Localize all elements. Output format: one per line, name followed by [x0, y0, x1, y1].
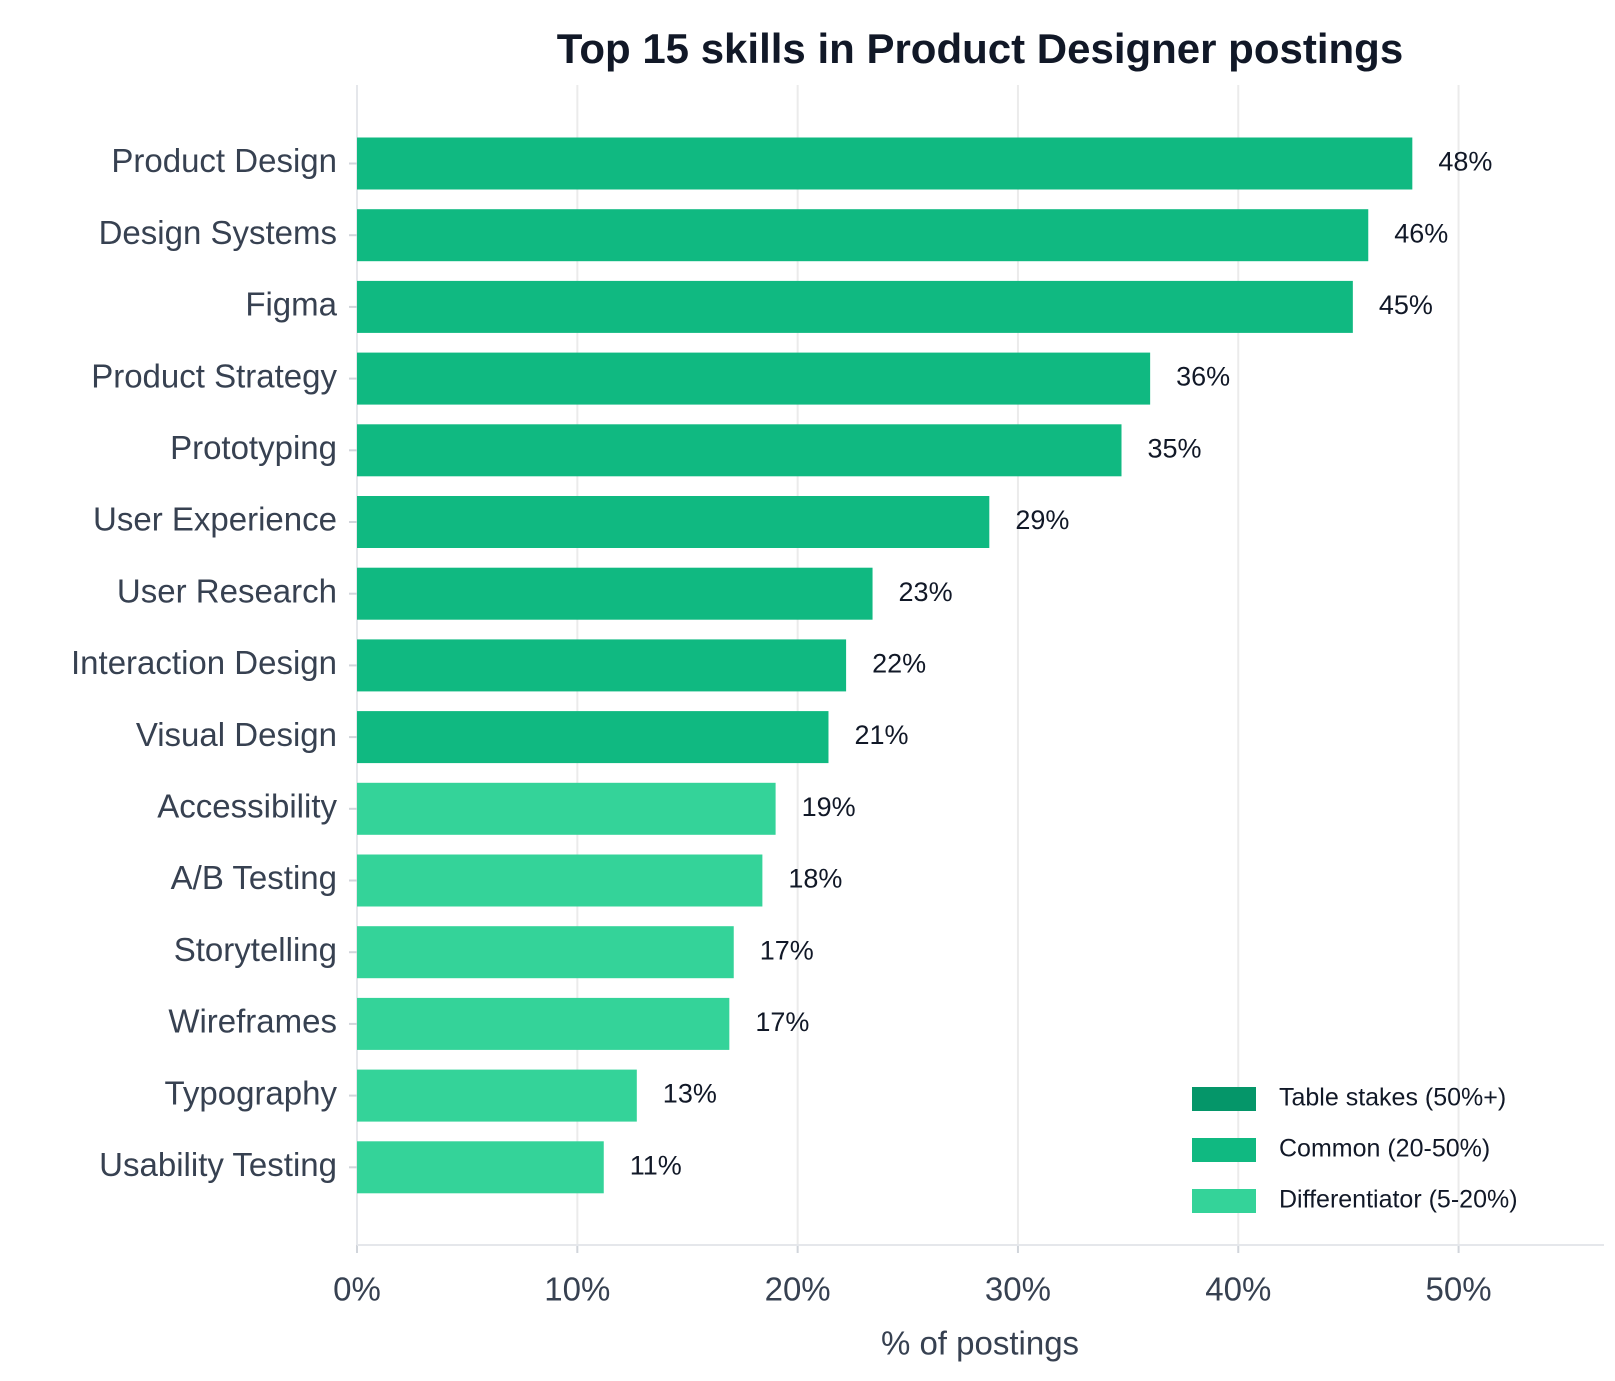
y-tick-label: Product Design — [111, 142, 337, 179]
y-tick-label: User Research — [117, 572, 337, 609]
y-tick-label: User Experience — [93, 501, 337, 538]
y-tick-label: Accessibility — [157, 788, 337, 825]
value-label: 13% — [663, 1079, 717, 1109]
value-label: 29% — [1015, 505, 1069, 535]
x-axis-label: % of postings — [881, 1325, 1079, 1362]
y-tick-label: Storytelling — [174, 931, 337, 968]
legend-label: Common (20-50%) — [1279, 1135, 1490, 1163]
bar — [357, 639, 847, 692]
bar — [357, 711, 829, 764]
x-tick-label: 50% — [1426, 1271, 1492, 1308]
legend-swatch — [1192, 1138, 1256, 1162]
value-label: 22% — [872, 649, 926, 679]
x-tick-label: 40% — [1205, 1271, 1271, 1308]
x-tick-label: 30% — [985, 1271, 1051, 1308]
y-tick-label: A/B Testing — [171, 859, 337, 896]
bar — [357, 567, 873, 620]
y-tick-label: Prototyping — [170, 429, 337, 466]
value-label: 23% — [899, 577, 953, 607]
bar — [357, 854, 763, 907]
bar — [357, 997, 730, 1050]
y-tick-label: Usability Testing — [99, 1146, 337, 1183]
y-tick-label: Visual Design — [136, 716, 337, 753]
bar — [357, 1141, 604, 1194]
y-tick-label: Wireframes — [168, 1003, 337, 1040]
value-label: 36% — [1176, 362, 1230, 392]
x-tick-label: 20% — [765, 1271, 831, 1308]
y-tick-label: Figma — [245, 286, 337, 323]
y-tick-label: Interaction Design — [71, 644, 337, 681]
bar — [357, 1069, 637, 1122]
legend-label: Differentiator (5-20%) — [1279, 1186, 1518, 1214]
bar — [357, 496, 990, 548]
value-label: 18% — [788, 864, 842, 894]
y-tick-label: Design Systems — [99, 214, 337, 251]
value-label: 45% — [1379, 290, 1433, 320]
value-label: 35% — [1148, 433, 1202, 463]
y-tick-label: Product Strategy — [91, 357, 337, 394]
value-label: 48% — [1438, 147, 1492, 177]
bar — [357, 209, 1369, 262]
x-tick-label: 0% — [333, 1271, 381, 1308]
value-label: 11% — [630, 1150, 682, 1180]
legend-label: Table stakes (50%+) — [1279, 1084, 1506, 1112]
legend-swatch — [1192, 1087, 1256, 1111]
y-tick-label: Typography — [165, 1074, 338, 1111]
bar — [357, 352, 1151, 405]
legend-swatch — [1192, 1189, 1256, 1213]
bar — [357, 424, 1122, 477]
bar — [357, 782, 776, 835]
value-label: 21% — [854, 720, 908, 750]
value-label: 17% — [760, 935, 814, 965]
bar — [357, 926, 734, 979]
value-label: 46% — [1394, 218, 1448, 248]
bar — [357, 137, 1413, 190]
value-label: 19% — [802, 792, 856, 822]
chart-title: Top 15 skills in Product Designer postin… — [557, 25, 1403, 72]
bar — [357, 280, 1353, 333]
value-label: 17% — [755, 1007, 809, 1037]
x-tick-label: 10% — [544, 1271, 610, 1308]
